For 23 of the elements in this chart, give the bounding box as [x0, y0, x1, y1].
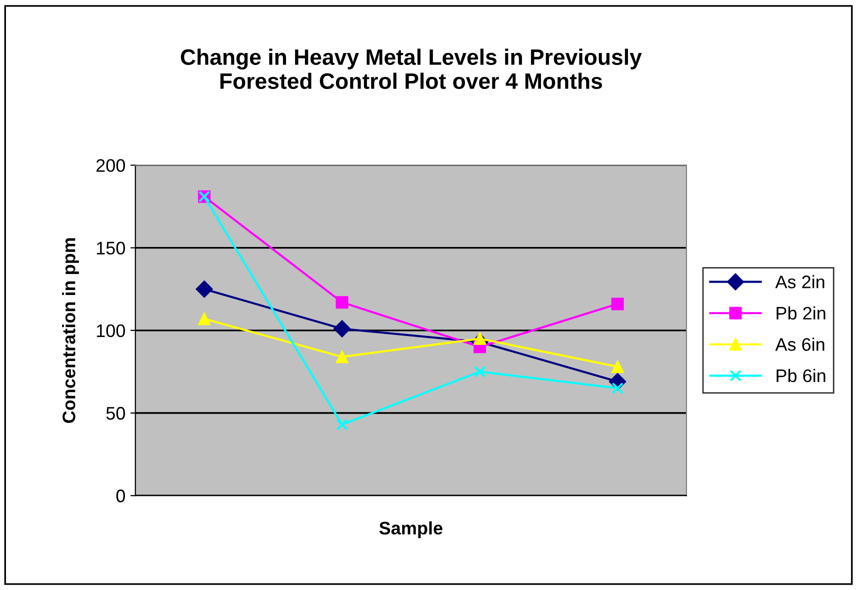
- y-tick-label: 0: [116, 490, 125, 502]
- x-axis-title: Sample: [379, 521, 442, 538]
- point: [474, 366, 486, 378]
- point: [612, 382, 624, 394]
- point: [196, 280, 213, 298]
- legend-label: As 2in: [775, 275, 824, 288]
- point: [334, 320, 351, 338]
- point: [474, 332, 486, 345]
- y-tick-label: 200: [96, 159, 125, 172]
- point: [611, 298, 624, 310]
- y-tick-label: 150: [96, 242, 125, 255]
- legend-label: As 6in: [775, 338, 824, 351]
- y-tick-label: 100: [96, 324, 125, 338]
- chart-title: Change in Heavy Metal Levels in Previously Forested Control Plot over 4 Months: [180, 48, 642, 90]
- point: [336, 296, 348, 309]
- point: [611, 360, 624, 373]
- legend-label: Pb 6in: [776, 368, 826, 382]
- y-tick-label: 50: [106, 406, 125, 420]
- point: [336, 418, 348, 430]
- y-axis-title: Concentration in ppm: [62, 238, 79, 423]
- point: [336, 350, 348, 364]
- point: [198, 312, 211, 326]
- legend-label: Pb 2in: [776, 306, 826, 320]
